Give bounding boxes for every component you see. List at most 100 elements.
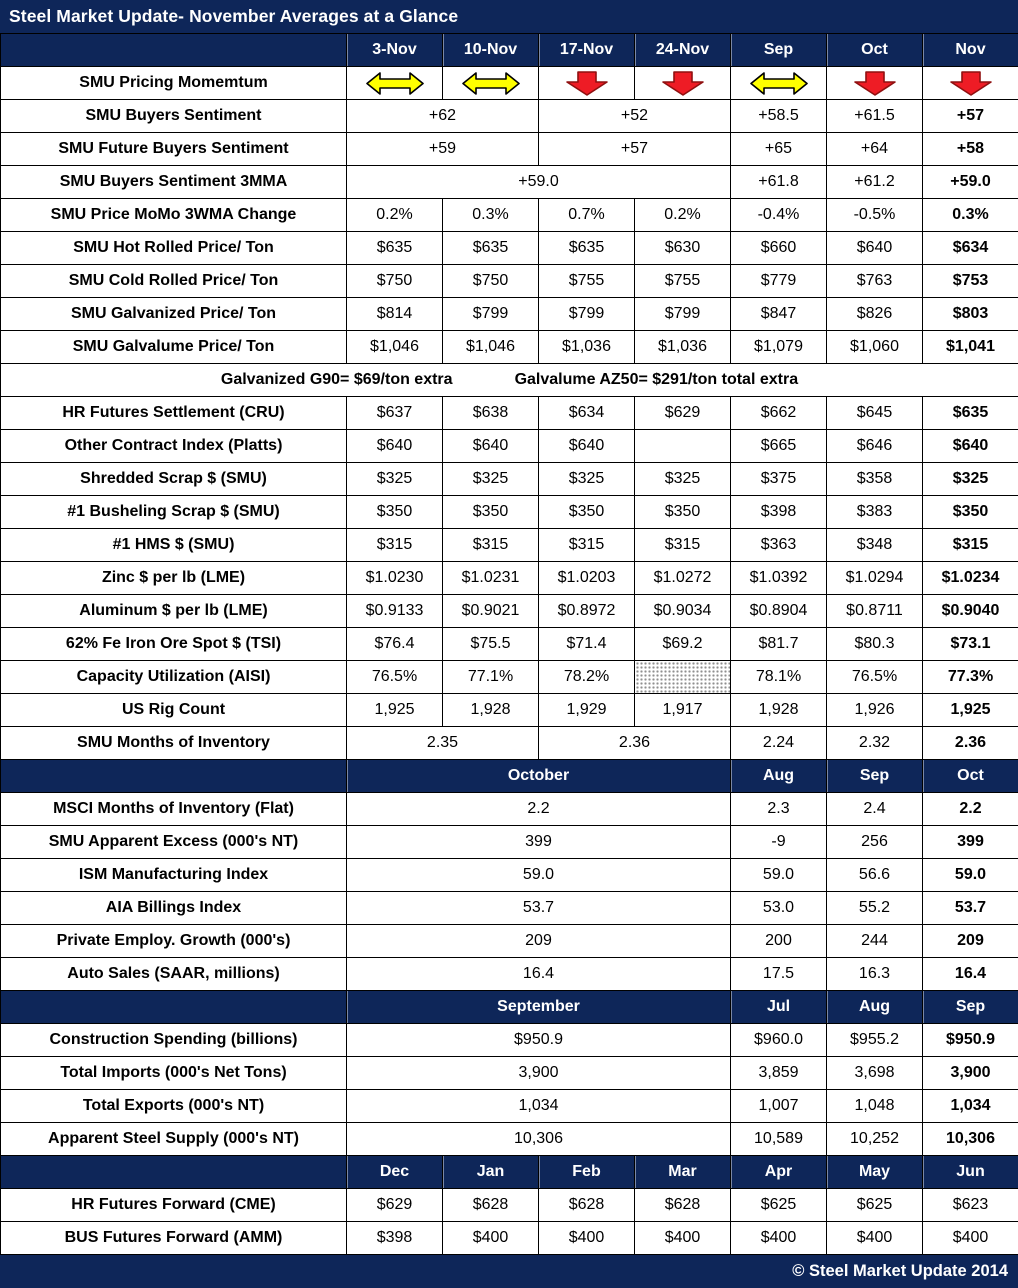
value-cell: +52 [538,99,731,133]
value-cell: 55.2 [826,891,923,925]
data-row: SMU Apparent Excess (000's NT) 399 -9 256 39… [0,825,1018,859]
value-cell: $0.9021 [442,594,539,628]
value-cell: $750 [442,264,539,298]
value-cell: 1,929 [538,693,635,727]
value-cell: $1.0392 [730,561,827,595]
value-cell: +61.5 [826,99,923,133]
value-cell: $71.4 [538,627,635,661]
value-cell: $400 [730,1221,827,1255]
value-cell: 1,926 [826,693,923,727]
header-row: October Aug Sep Oct [0,759,1018,793]
value-cell: -0.5% [826,198,923,232]
value-cell: $1,046 [346,330,443,364]
column-header: Dec [346,1155,443,1189]
value-cell: -9 [730,825,827,859]
value-cell: $315 [922,528,1018,562]
value-cell: $1,036 [634,330,731,364]
column-header: Mar [634,1155,731,1189]
value-cell: $646 [826,429,923,463]
header-row: 3-Nov 10-Nov 17-Nov 24-Nov Sep Oct Nov [0,33,1018,67]
value-cell: $350 [442,495,539,529]
value-cell: $640 [538,429,635,463]
data-row: SMU Months of Inventory 2.35 2.36 2.24 2.32 2… [0,726,1018,760]
data-row: Aluminum $ per lb (LME) $0.9133 $0.9021 $0.… [0,594,1018,628]
value-cell: $400 [442,1221,539,1255]
value-cell: $375 [730,462,827,496]
sideways-arrow-icon [365,71,424,95]
value-cell: 10,589 [730,1122,827,1156]
column-header: Sep [730,33,827,67]
value-cell: -0.4% [730,198,827,232]
value-cell: 209 [922,924,1018,958]
value-cell: $325 [346,462,443,496]
value-cell: $629 [346,1188,443,1222]
row-label: HR Futures Settlement (CRU) [0,396,347,430]
value-cell: $640 [346,429,443,463]
column-header: September [346,990,731,1024]
value-cell: 399 [346,825,731,859]
value-cell: +62 [346,99,539,133]
column-header: October [346,759,731,793]
row-label: SMU Price MoMo 3WMA Change [0,198,347,232]
column-header: Nov [922,33,1018,67]
section-header-spacer [0,33,347,67]
value-cell: $635 [442,231,539,265]
value-cell [634,429,731,463]
value-cell: $400 [922,1221,1018,1255]
value-cell: $400 [634,1221,731,1255]
value-cell: $400 [538,1221,635,1255]
value-cell: $73.1 [922,627,1018,661]
value-cell: $950.9 [922,1023,1018,1057]
value-cell: $630 [634,231,731,265]
row-label: #1 HMS $ (SMU) [0,528,347,562]
value-cell: 2.36 [538,726,731,760]
value-cell: $640 [826,231,923,265]
row-label: Private Employ. Growth (000's) [0,924,347,958]
value-cell: $398 [730,495,827,529]
value-cell: 3,698 [826,1056,923,1090]
value-cell: $1,060 [826,330,923,364]
down-arrow-icon-cell [826,66,923,100]
value-cell: $69.2 [634,627,731,661]
value-cell: 2.2 [346,792,731,826]
row-label: SMU Hot Rolled Price/ Ton [0,231,347,265]
sideways-arrow-icon [461,71,520,95]
value-cell: 2.4 [826,792,923,826]
value-cell: $398 [346,1221,443,1255]
value-cell: 53.0 [730,891,827,925]
row-label: Total Exports (000's NT) [0,1089,347,1123]
value-cell: $662 [730,396,827,430]
data-row: #1 Busheling Scrap $ (SMU) $350 $350 $350 $3… [0,495,1018,529]
column-header: Jun [922,1155,1018,1189]
value-cell: $1.0294 [826,561,923,595]
value-cell: $628 [538,1188,635,1222]
value-cell: $0.9040 [922,594,1018,628]
value-cell: $315 [538,528,635,562]
column-header: Jul [730,990,827,1024]
value-cell: $363 [730,528,827,562]
copyright-text: © Steel Market Update 2014 [792,1262,1008,1280]
value-cell: $325 [634,462,731,496]
value-cell: 10,306 [346,1122,731,1156]
data-row: SMU Future Buyers Sentiment +59 +57 +65 +64 +… [0,132,1018,166]
value-cell: $315 [346,528,443,562]
value-cell: $628 [634,1188,731,1222]
value-cell: 0.3% [922,198,1018,232]
value-cell: 76.5% [826,660,923,694]
value-cell: $635 [922,396,1018,430]
data-row: Other Contract Index (Platts) $640 $640 $64… [0,429,1018,463]
value-cell: +65 [730,132,827,166]
column-header: 10-Nov [442,33,539,67]
market-data-table: 3-Nov 10-Nov 17-Nov 24-Nov Sep Oct Nov SMU Pric… [0,33,1018,1255]
value-cell: +59.0 [922,165,1018,199]
value-cell: $0.8972 [538,594,635,628]
value-cell: 3,900 [922,1056,1018,1090]
value-cell: $350 [634,495,731,529]
value-cell: $779 [730,264,827,298]
value-cell: $623 [922,1188,1018,1222]
data-row: ISM Manufacturing Index 59.0 59.0 56.6 59.0 [0,858,1018,892]
value-cell: $628 [442,1188,539,1222]
value-cell: $0.9133 [346,594,443,628]
data-row: SMU Buyers Sentiment +62 +52 +58.5 +61.5 +57 [0,99,1018,133]
column-header: Sep [826,759,923,793]
